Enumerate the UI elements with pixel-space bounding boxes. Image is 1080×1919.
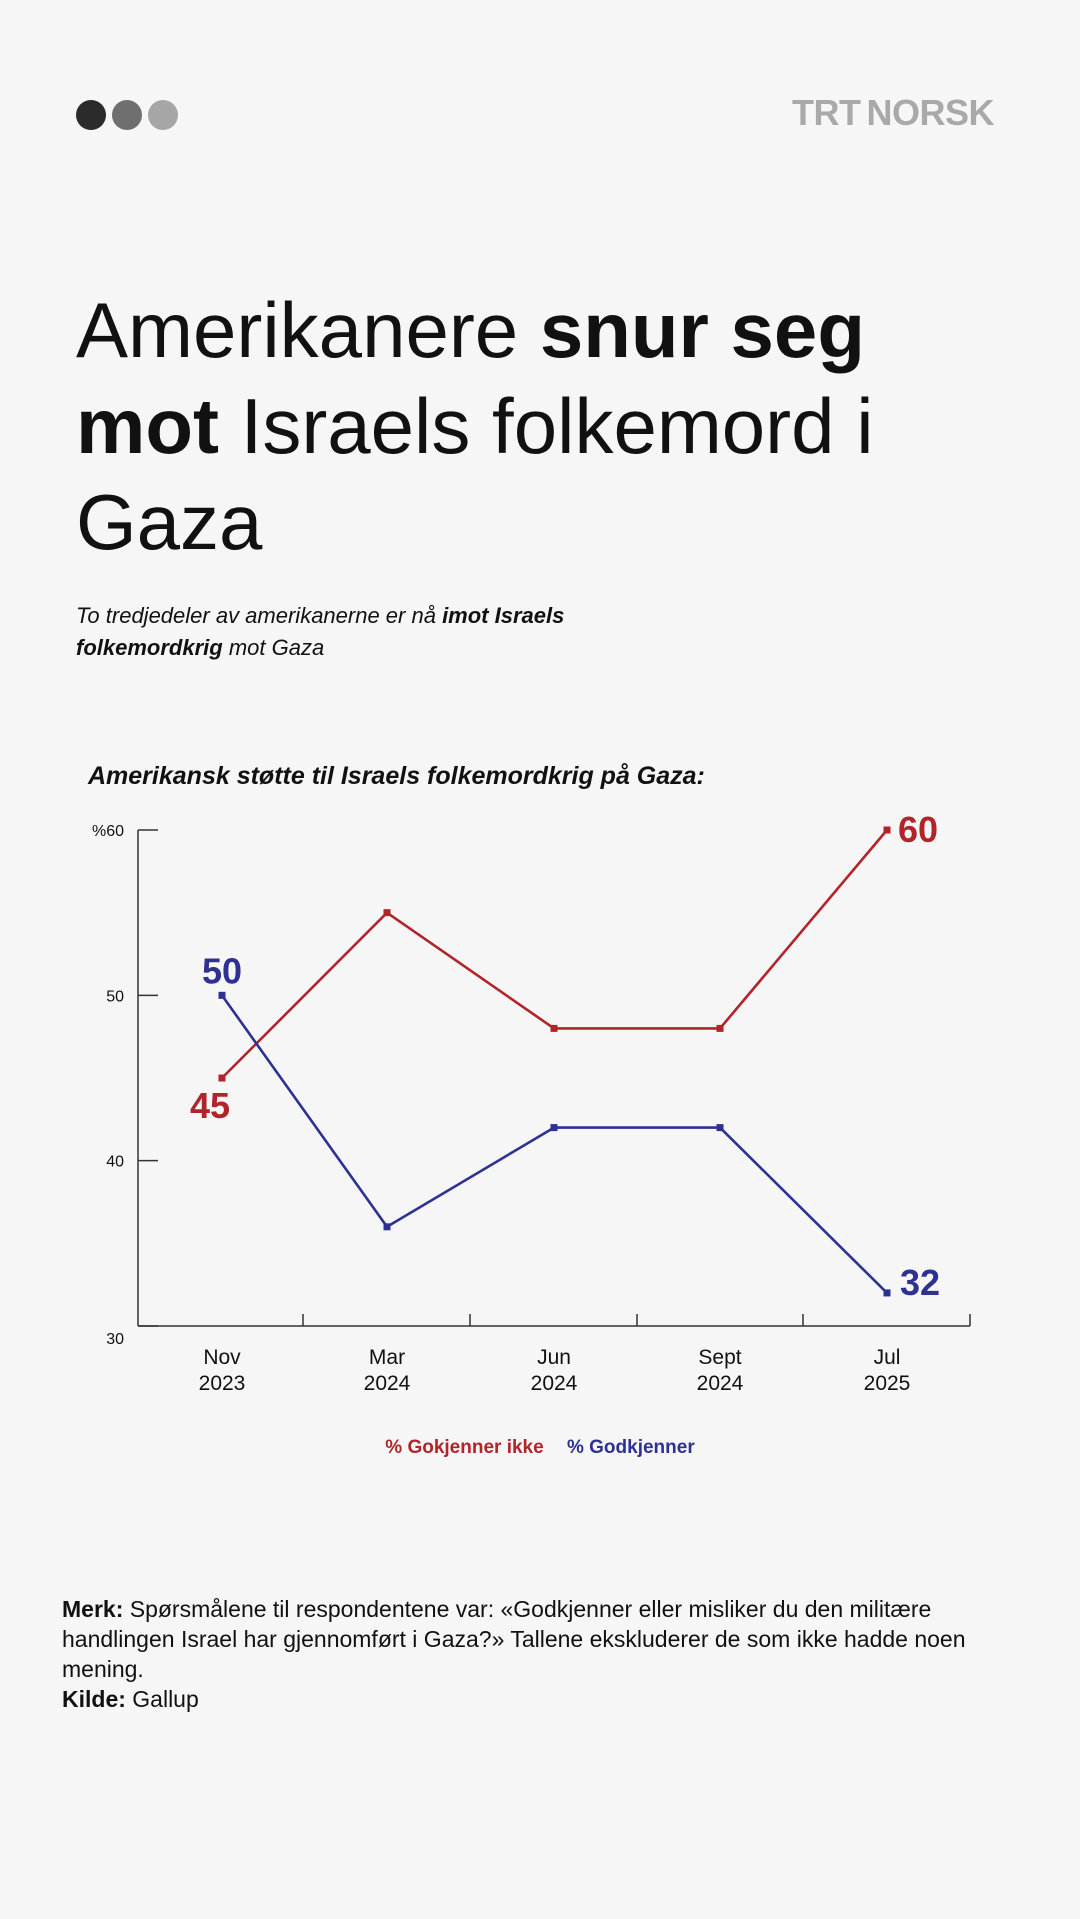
series-line-1 <box>220 994 888 1294</box>
dot-dark <box>76 100 106 130</box>
legend-item-disapprove: % Gokjenner ikke <box>385 1437 544 1458</box>
x-tick-label-3-line1: Sept <box>698 1346 741 1369</box>
y-tick-label-40: 40 <box>106 1154 124 1171</box>
series-1-point-3 <box>716 1124 724 1132</box>
data-label-approve-first: 50 <box>202 950 242 991</box>
x-tick-label-4-line2: 2025 <box>864 1372 911 1395</box>
trt-norsk-logo: TRT NORSK <box>792 92 994 134</box>
chart-legend: % Gokjenner ikke % Godkjenner <box>0 1437 1080 1459</box>
legend-item-approve: % Godkjenner <box>566 1437 695 1458</box>
page-title: Amerikanere snur seg mot Israels folkemo… <box>76 282 996 570</box>
note-merk-label: Merk: <box>62 1596 124 1622</box>
series-1-point-4 <box>883 1289 891 1297</box>
series-0-point-0 <box>218 1074 226 1082</box>
y-tick-label-30: 30 <box>106 1331 124 1348</box>
footnote: Merk: Spørsmålene til respondentene var:… <box>62 1594 1022 1714</box>
note-kilde-label: Kilde: <box>62 1686 126 1712</box>
subtitle-bold: imot Israels folkemordkrig <box>76 603 565 660</box>
title-part1: Amerikanere <box>76 286 540 374</box>
series-0-point-3 <box>716 1024 724 1032</box>
series-0-point-4 <box>883 826 891 834</box>
note-merk-text: Spørsmålene til respondentene var: «Godk… <box>62 1596 966 1682</box>
title-bold: snur seg mot <box>76 286 865 470</box>
x-tick-label-0-line1: Nov <box>203 1346 241 1369</box>
data-label-approve-last: 32 <box>900 1262 940 1303</box>
chart-title: Amerikansk støtte til Israels folkemordk… <box>88 762 705 790</box>
x-tick-label-3-line2: 2024 <box>697 1372 744 1395</box>
x-tick-label-0-line2: 2023 <box>199 1372 246 1395</box>
subtitle: To tredjedeler av amerikanerne er nå imo… <box>76 600 676 664</box>
series-line-0 <box>221 829 888 1079</box>
dot-mid <box>112 100 142 130</box>
series-1-point-2 <box>550 1124 558 1132</box>
y-tick-label-60: %60 <box>92 823 124 840</box>
data-label-disapprove-first: 45 <box>190 1085 230 1126</box>
series-0-point-1 <box>383 909 391 917</box>
series-1-point-1 <box>383 1223 391 1231</box>
logo-bold: TRT <box>792 92 861 133</box>
x-tick-label-1-line2: 2024 <box>364 1372 411 1395</box>
dot-light <box>148 100 178 130</box>
note-kilde-text: Gallup <box>125 1686 199 1712</box>
series-0-point-2 <box>550 1024 558 1032</box>
subtitle-part2: mot Gaza <box>222 635 325 660</box>
x-tick-label-1-line1: Mar <box>369 1346 405 1369</box>
x-tick-label-4-line1: Jul <box>874 1346 901 1369</box>
logo-light: NORSK <box>866 92 994 133</box>
y-tick-label-50: 50 <box>106 988 124 1005</box>
subtitle-part1: To tredjedeler av amerikanerne er nå <box>76 603 443 628</box>
title-part2: Israels folkemord i Gaza <box>76 382 874 566</box>
x-tick-label-2-line1: Jun <box>537 1346 571 1369</box>
header-dots <box>76 100 178 130</box>
data-label-disapprove-last: 60 <box>898 809 938 850</box>
series-1-point-0 <box>218 991 226 999</box>
x-tick-label-2-line2: 2024 <box>531 1372 578 1395</box>
